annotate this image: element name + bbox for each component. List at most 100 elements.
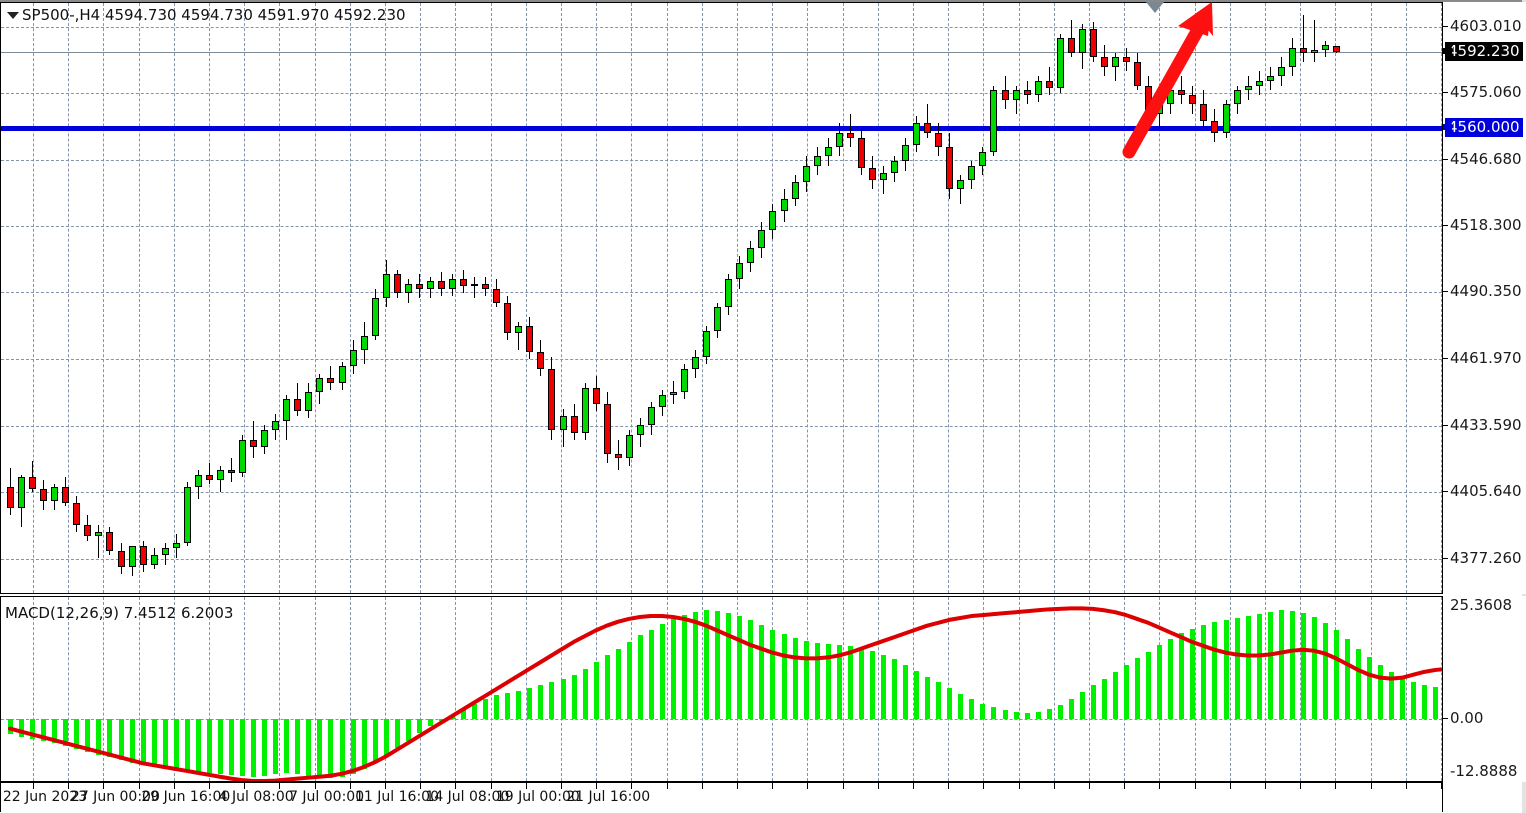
macd-histogram-bar	[704, 610, 710, 719]
candle-body	[18, 477, 26, 509]
level-price-badge[interactable]: 4560.000	[1445, 118, 1523, 138]
candle-wick	[849, 113, 851, 147]
grid-line-vertical	[1405, 597, 1407, 781]
candle-body	[835, 132, 843, 147]
macd-histogram-bar	[427, 718, 433, 727]
macd-histogram-bar	[306, 718, 312, 776]
grid-line-vertical	[1018, 3, 1020, 593]
macd-signal-line	[8, 606, 1442, 781]
macd-histogram-bar	[1223, 619, 1229, 719]
price-scale[interactable]: 4603.010 4575.060 4546.680 4518.300 4490.350…	[1443, 2, 1526, 594]
grid-line-vertical	[666, 597, 668, 781]
macd-histogram-bar	[693, 612, 699, 719]
candle-body	[449, 279, 456, 289]
candle-wick	[1115, 52, 1116, 81]
grid-line-vertical	[138, 3, 140, 593]
grid-line-vertical	[842, 597, 844, 781]
macd-histogram-bar	[1334, 630, 1339, 719]
candle-body	[681, 368, 689, 393]
macd-histogram-bar	[1002, 710, 1008, 719]
macd-histogram-bar	[1113, 671, 1118, 719]
macd-histogram-bar	[1289, 611, 1295, 719]
triangle-down-icon[interactable]	[7, 12, 19, 19]
macd-scale-label: 25.3608	[1450, 596, 1513, 614]
time-tick	[1441, 783, 1442, 789]
macd-histogram-bar	[571, 674, 577, 719]
macd-histogram-bar	[1234, 617, 1240, 719]
macd-histogram-bar	[814, 642, 820, 719]
macd-histogram-bar	[836, 644, 842, 719]
price-tick	[1443, 425, 1448, 427]
macd-histogram-bar	[1135, 658, 1141, 719]
grid-line-vertical	[138, 597, 140, 781]
grid-line-vertical	[279, 3, 281, 593]
candle-body	[1001, 90, 1009, 100]
grid-line-vertical	[525, 3, 527, 593]
candle-body	[1089, 28, 1097, 58]
candle-body	[780, 198, 788, 211]
macd-histogram-bar	[792, 638, 798, 719]
macd-histogram-bar	[1046, 709, 1052, 719]
candle-wick	[882, 165, 884, 195]
candle-body	[791, 182, 799, 199]
candle-body	[725, 279, 733, 308]
price-scale-label: 4603.010	[1450, 16, 1522, 35]
macd-scale[interactable]: 25.3608 0.00 -12.8888	[1443, 596, 1526, 782]
macd-histogram-bar	[770, 629, 776, 719]
time-axis[interactable]: 22 Jun 2023 27 Jun 00:00 29 Jun 16:00 4 Jul…	[0, 782, 1443, 812]
candle-body	[1255, 80, 1263, 86]
grid-line-vertical	[1300, 597, 1302, 781]
price-chart-panel[interactable]	[0, 2, 1443, 594]
macd-histogram-bar	[85, 718, 91, 752]
candle-body	[1134, 62, 1142, 86]
candle-body	[404, 283, 412, 294]
current-price-badge[interactable]: 4592.230	[1445, 42, 1523, 62]
candle-body	[1045, 80, 1053, 88]
candle-body	[29, 477, 37, 490]
macd-histogram-bar	[505, 693, 511, 719]
candle-body	[40, 489, 48, 501]
macd-histogram-bar	[880, 654, 886, 719]
macd-histogram-bar	[317, 718, 323, 777]
grid-line-vertical	[420, 597, 422, 781]
candle-body	[902, 144, 910, 162]
grid-line-vertical	[33, 597, 34, 781]
candle-body	[592, 387, 600, 405]
macd-panel[interactable]	[0, 596, 1443, 782]
grid-line-vertical	[1441, 597, 1442, 781]
candle-body	[1078, 28, 1086, 53]
grid-line-horizontal	[1, 92, 1442, 94]
grid-line-vertical	[1265, 597, 1266, 781]
candle-body	[570, 416, 578, 433]
candle-body	[150, 555, 158, 565]
macd-histogram-bar	[1212, 621, 1218, 719]
grid-line-vertical	[349, 3, 351, 593]
macd-histogram-bar	[1378, 665, 1384, 719]
price-scale-label: 4518.300	[1450, 216, 1522, 235]
time-tick	[209, 783, 210, 789]
candle-body	[294, 399, 302, 412]
macd-histogram-bar	[350, 718, 356, 775]
macd-histogram-bar	[615, 648, 621, 719]
support-level-line[interactable]	[1, 126, 1442, 132]
candle-body	[1067, 38, 1075, 53]
macd-histogram-bar	[516, 691, 522, 719]
grid-line-horizontal	[1, 426, 1442, 428]
time-tick	[1194, 783, 1196, 789]
macd-plot-area[interactable]	[1, 597, 1442, 781]
time-tick	[913, 783, 914, 789]
price-plot-area[interactable]	[1, 3, 1442, 593]
candle-wick	[98, 524, 100, 558]
price-scale-label: 4405.640	[1450, 482, 1522, 501]
candle-body	[471, 283, 479, 287]
macd-histogram-bar	[405, 718, 411, 741]
candle-body	[968, 165, 976, 180]
time-tick	[983, 783, 985, 789]
window-top-rule	[0, 0, 1526, 2]
grid-line-horizontal	[1, 159, 1442, 161]
price-tick	[1443, 158, 1448, 160]
time-axis-label: 7 Jul 00:00	[289, 789, 365, 805]
time-axis-label: 22 Jun 2023	[2, 789, 88, 805]
macd-histogram-bar	[1256, 614, 1262, 719]
down-triangle-marker-icon[interactable]	[1146, 2, 1164, 13]
